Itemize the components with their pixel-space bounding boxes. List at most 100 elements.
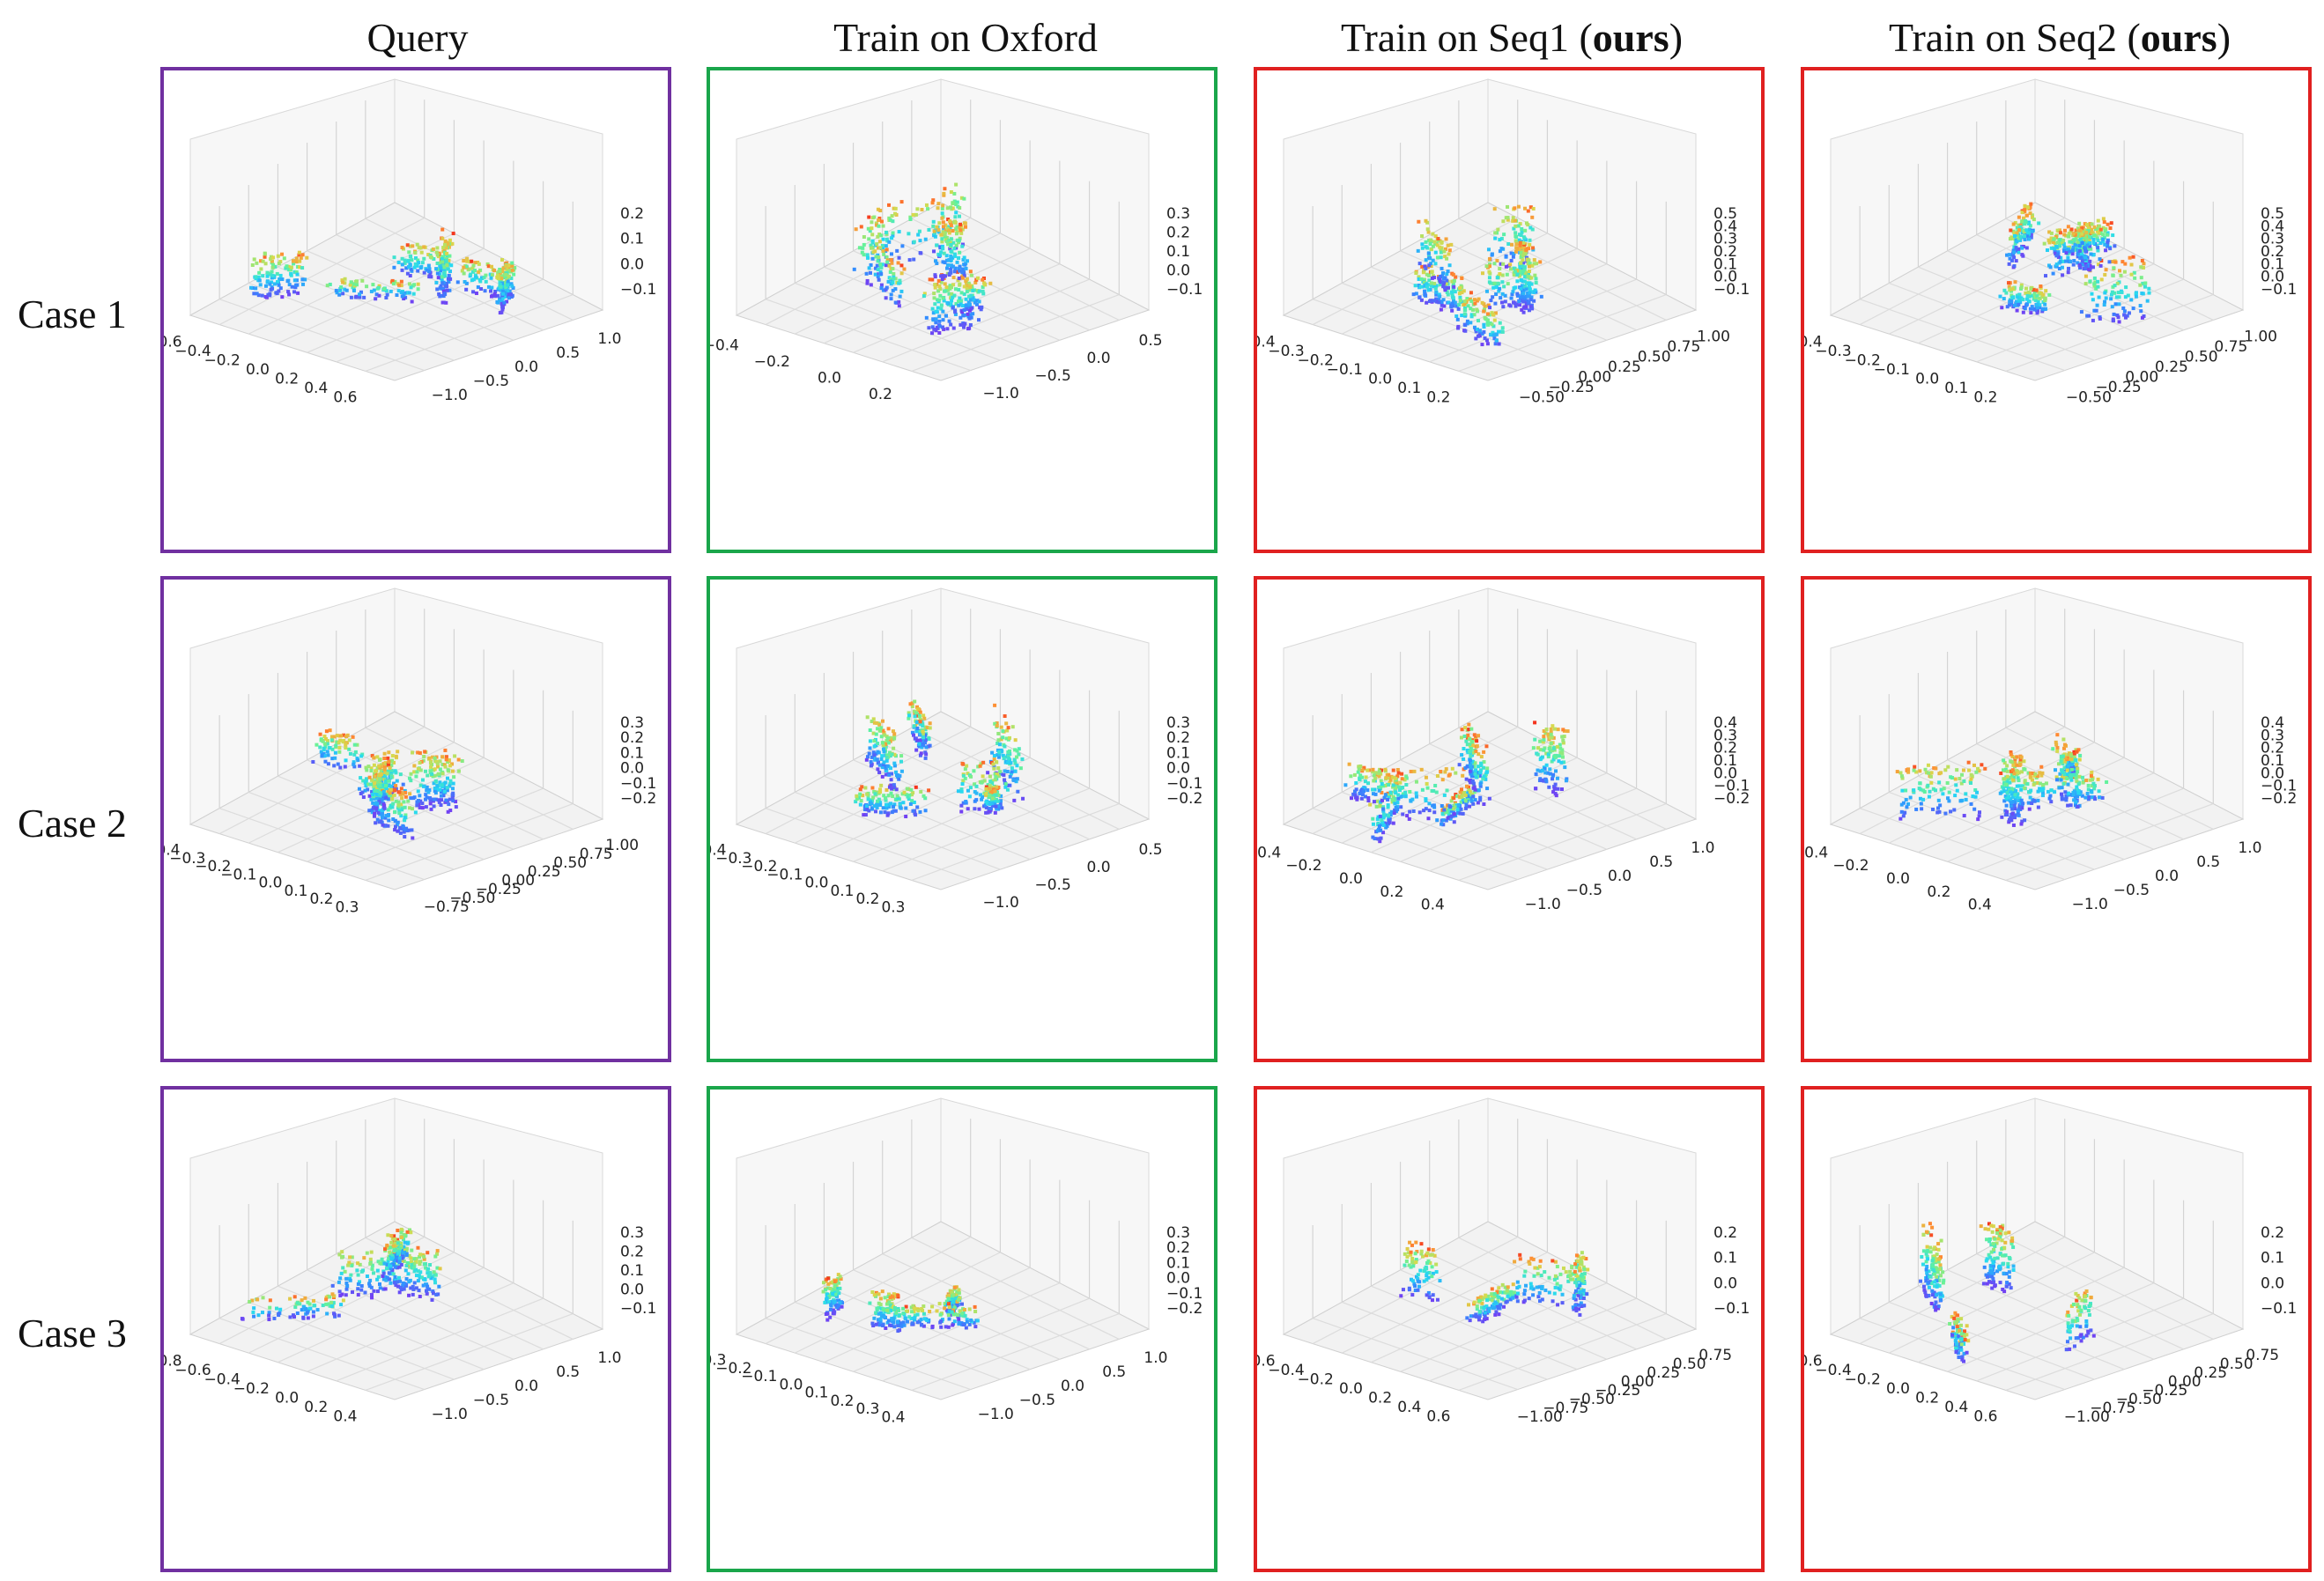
grid-line (882, 787, 1090, 872)
point-cloud-point (2067, 245, 2071, 249)
point-cloud-point (957, 277, 961, 281)
point-cloud-point (2073, 795, 2077, 800)
point-cloud-point (1492, 336, 1497, 341)
point-cloud-point (969, 273, 973, 277)
point-cloud-point (2090, 790, 2094, 794)
point-cloud-point (1425, 781, 1429, 786)
point-cloud-point (2090, 770, 2094, 774)
point-cloud-point (1462, 734, 1467, 738)
point-cloud-point (993, 772, 997, 776)
point-cloud-point (2009, 287, 2014, 292)
point-cloud-point (1500, 280, 1505, 284)
point-cloud-point (427, 267, 432, 271)
point-cloud-point (893, 287, 898, 292)
point-cloud-point (1375, 816, 1380, 821)
point-cloud-point (379, 768, 383, 772)
point-cloud-point (492, 292, 497, 296)
point-cloud-point (958, 250, 962, 255)
point-cloud-point (2098, 227, 2103, 232)
point-cloud-point (1380, 782, 1384, 787)
column-header-query: Query (366, 15, 469, 60)
point-cloud-point (1477, 297, 1481, 301)
grid-line (824, 775, 1031, 861)
point-cloud-point (2092, 284, 2097, 288)
point-cloud-point (471, 263, 476, 268)
point-cloud-point (975, 299, 980, 303)
point-cloud-point (1514, 270, 1518, 274)
point-cloud-point (399, 787, 403, 791)
y-tick-label: 0.25 (528, 863, 561, 881)
point-cloud-point (988, 787, 992, 791)
point-cloud-point (935, 225, 939, 229)
point-cloud-point (958, 236, 962, 240)
y-tick-label: −1.0 (983, 894, 1019, 912)
point-cloud-point (1532, 262, 1536, 266)
point-cloud-point (1474, 774, 1478, 779)
point-cloud-point (1522, 279, 1527, 284)
point-cloud-point (1391, 794, 1395, 799)
point-cloud-point (1565, 729, 1570, 734)
point-cloud-point (959, 231, 964, 235)
point-cloud-point (1500, 329, 1505, 334)
point-cloud-point (1461, 791, 1465, 795)
point-cloud-point (1555, 744, 1559, 749)
point-cloud-point (988, 774, 992, 779)
point-cloud-point (492, 294, 497, 299)
point-cloud-point (377, 820, 381, 824)
grid-line (365, 803, 574, 881)
point-cloud-point (1464, 739, 1469, 743)
point-cloud-point (425, 785, 429, 789)
point-cloud-point (1564, 779, 1568, 783)
point-cloud-point (962, 284, 966, 289)
point-cloud-point (2084, 223, 2089, 227)
point-cloud-point (925, 726, 929, 730)
point-cloud-point (1440, 274, 1445, 278)
point-cloud-point (1393, 808, 1397, 812)
point-cloud-point (2028, 795, 2032, 800)
point-cloud-point (1009, 761, 1013, 765)
point-cloud-point (951, 206, 955, 211)
point-cloud-point (1505, 272, 1509, 277)
point-cloud-point (1527, 308, 1531, 313)
point-cloud-point (352, 765, 357, 769)
point-cloud-point (372, 763, 376, 767)
point-cloud-point (2089, 252, 2093, 256)
x-tick-label: −0.2 (1845, 351, 1881, 369)
point-cloud-point (1469, 758, 1473, 763)
point-cloud-point (265, 279, 270, 284)
point-cloud-point (2070, 252, 2075, 256)
point-cloud-point (381, 823, 385, 827)
point-cloud-point (863, 813, 868, 817)
z-tick-label: 0.0 (1166, 760, 1190, 778)
point-cloud-point (384, 795, 389, 800)
point-cloud-point (887, 785, 892, 789)
point-cloud-point (2008, 797, 2012, 802)
point-cloud-point (1487, 276, 1491, 280)
point-cloud-point (322, 742, 327, 746)
point-cloud-point (1378, 814, 1382, 818)
point-cloud-point (996, 774, 1001, 779)
point-cloud-point (917, 712, 921, 716)
point-cloud-point (2011, 823, 2016, 827)
point-cloud-point (862, 235, 866, 240)
point-cloud-point (973, 280, 978, 284)
point-cloud-point (943, 187, 947, 191)
point-cloud-point (1393, 802, 1397, 806)
point-cloud-point (1400, 772, 1404, 776)
point-cloud-point (884, 742, 888, 746)
point-cloud-point (856, 795, 861, 800)
point-cloud-point (397, 811, 402, 816)
point-cloud-point (1487, 280, 1491, 284)
point-cloud-point (865, 792, 870, 796)
point-cloud-point (905, 787, 909, 791)
point-cloud-point (1417, 810, 1422, 815)
point-cloud-point (995, 790, 1000, 794)
point-cloud-point (445, 776, 449, 780)
point-cloud-point (392, 793, 396, 797)
point-cloud-point (1439, 247, 1443, 252)
point-cloud-point (962, 307, 966, 312)
point-cloud-point (974, 302, 979, 307)
point-cloud-point (971, 289, 975, 293)
point-cloud-point (389, 768, 394, 772)
point-cloud-point (1441, 806, 1446, 810)
